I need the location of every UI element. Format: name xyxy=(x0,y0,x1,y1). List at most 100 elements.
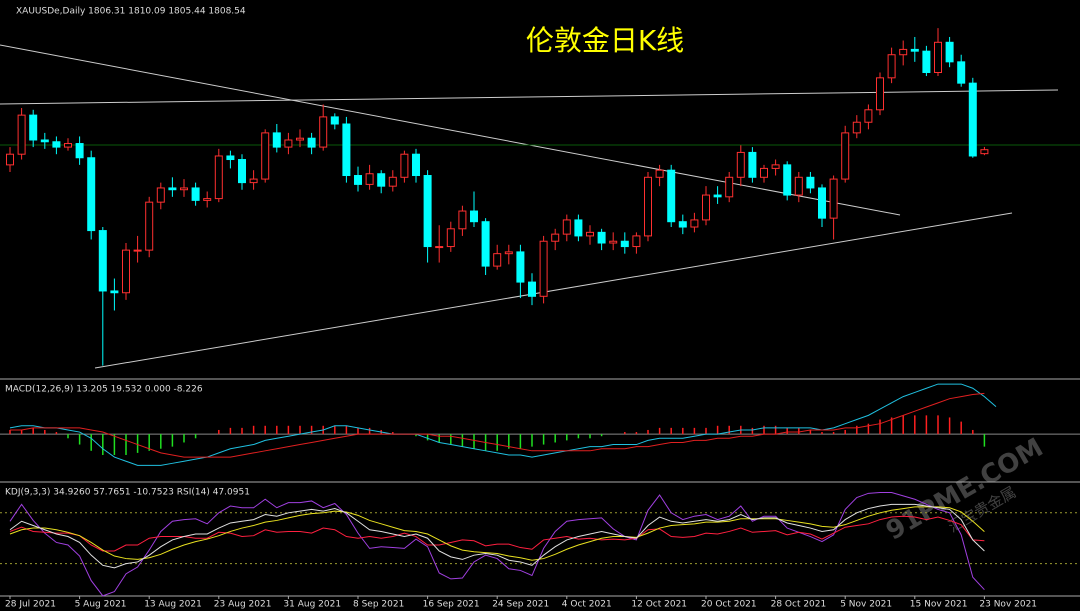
candle-body xyxy=(412,153,420,177)
candle-body xyxy=(562,219,571,235)
candle-body xyxy=(528,281,536,297)
candle-body xyxy=(493,253,502,267)
candle-body xyxy=(168,187,177,191)
candle-body xyxy=(829,178,838,219)
candle-body xyxy=(133,249,142,252)
candle-body xyxy=(597,231,606,244)
candle-body xyxy=(551,233,560,242)
x-tick-label: 23 Nov 2021 xyxy=(979,600,1037,610)
candle-body xyxy=(957,61,966,84)
x-tick-label: 24 Sep 2021 xyxy=(492,600,549,610)
trendline xyxy=(94,212,1013,369)
x-tick-label: 23 Aug 2021 xyxy=(214,600,272,610)
candle-body xyxy=(238,159,246,184)
candle-body xyxy=(284,139,293,148)
x-tick-label: 28 Oct 2021 xyxy=(771,600,827,610)
x-tick-label: 15 Nov 2021 xyxy=(910,600,968,610)
rsi-line xyxy=(9,515,985,552)
macd-label: MACD(12,26,9) 13.205 19.532 0.000 -8.226 xyxy=(5,385,203,395)
candle-body xyxy=(52,141,61,148)
symbol-header: XAUUSDe,Daily 1806.31 1810.09 1805.44 18… xyxy=(16,7,246,17)
candle-body xyxy=(6,153,14,166)
x-tick-label: 28 Jul 2021 xyxy=(5,600,56,610)
chart-title: 伦敦金日K线 xyxy=(526,24,684,57)
candle-body xyxy=(539,240,548,297)
candle-body xyxy=(945,41,954,63)
candle-body xyxy=(214,155,223,200)
candle-body xyxy=(852,121,861,134)
kdj-label: KDJ(9,3,3) 34.9260 57.7651 -10.7523 RSI(… xyxy=(5,488,250,498)
candle-body xyxy=(574,219,583,237)
candle-body xyxy=(458,210,467,230)
candle-body xyxy=(504,251,513,255)
x-tick-label: 5 Aug 2021 xyxy=(75,600,127,610)
x-tick-label: 31 Aug 2021 xyxy=(283,600,341,610)
candle-body xyxy=(887,54,896,79)
k-line xyxy=(9,503,985,569)
candle-body xyxy=(922,50,931,73)
x-tick-label: 12 Oct 2021 xyxy=(631,600,687,610)
trendline xyxy=(0,44,901,216)
candle-body xyxy=(667,169,676,223)
candle-body xyxy=(261,132,270,180)
candle-body xyxy=(388,176,397,187)
candle-body xyxy=(319,116,328,148)
candle-body xyxy=(794,176,803,196)
candle-body xyxy=(910,48,919,52)
candle-body xyxy=(330,116,339,125)
candle-body xyxy=(122,249,130,294)
candle-body xyxy=(632,235,641,248)
candle-body xyxy=(864,109,873,123)
candle-body xyxy=(110,290,119,294)
candle-body xyxy=(980,149,989,155)
candle-body xyxy=(365,173,374,185)
candle-body xyxy=(423,175,432,248)
macd-line xyxy=(9,383,997,466)
candle-body xyxy=(736,151,745,178)
candle-body xyxy=(29,114,38,141)
candle-body xyxy=(249,178,258,184)
candle-body xyxy=(818,187,826,219)
candle-body xyxy=(75,143,84,159)
candle-body xyxy=(609,240,618,244)
candle-body xyxy=(620,240,629,248)
candle-body xyxy=(354,175,362,185)
candle-body xyxy=(145,201,154,251)
candle-body xyxy=(377,173,386,187)
candle-body xyxy=(655,169,664,178)
candle-body xyxy=(968,82,977,157)
candle-body xyxy=(272,132,281,148)
j-line xyxy=(9,491,985,597)
candle-body xyxy=(87,157,96,232)
candle-body xyxy=(307,137,316,148)
candle-body xyxy=(64,143,72,148)
candle-body xyxy=(470,210,478,223)
candle-body xyxy=(203,198,212,201)
candle-body xyxy=(98,230,107,292)
candle-body xyxy=(783,164,792,196)
candle-body xyxy=(725,176,734,198)
candle-body xyxy=(678,221,687,228)
candle-body xyxy=(748,151,757,178)
candle-body xyxy=(226,155,235,161)
candle-body xyxy=(934,41,942,73)
candle-body xyxy=(296,137,304,141)
candle-body xyxy=(17,114,26,155)
candle-body xyxy=(40,139,49,143)
candle-body xyxy=(899,48,908,56)
x-tick-label: 4 Oct 2021 xyxy=(562,600,612,610)
candle-body xyxy=(644,176,652,237)
x-tick-label: 16 Sep 2021 xyxy=(423,600,480,610)
candle-body xyxy=(841,132,850,180)
candle-body xyxy=(481,221,490,267)
candle-body xyxy=(342,123,351,177)
candle-body xyxy=(191,187,200,201)
candle-body xyxy=(435,246,444,249)
candle-body xyxy=(876,77,884,111)
candle-body xyxy=(446,228,455,248)
candle-body xyxy=(156,187,165,203)
x-tick-label: 20 Oct 2021 xyxy=(701,600,757,610)
candle-body xyxy=(760,167,768,178)
candle-body xyxy=(806,176,815,189)
